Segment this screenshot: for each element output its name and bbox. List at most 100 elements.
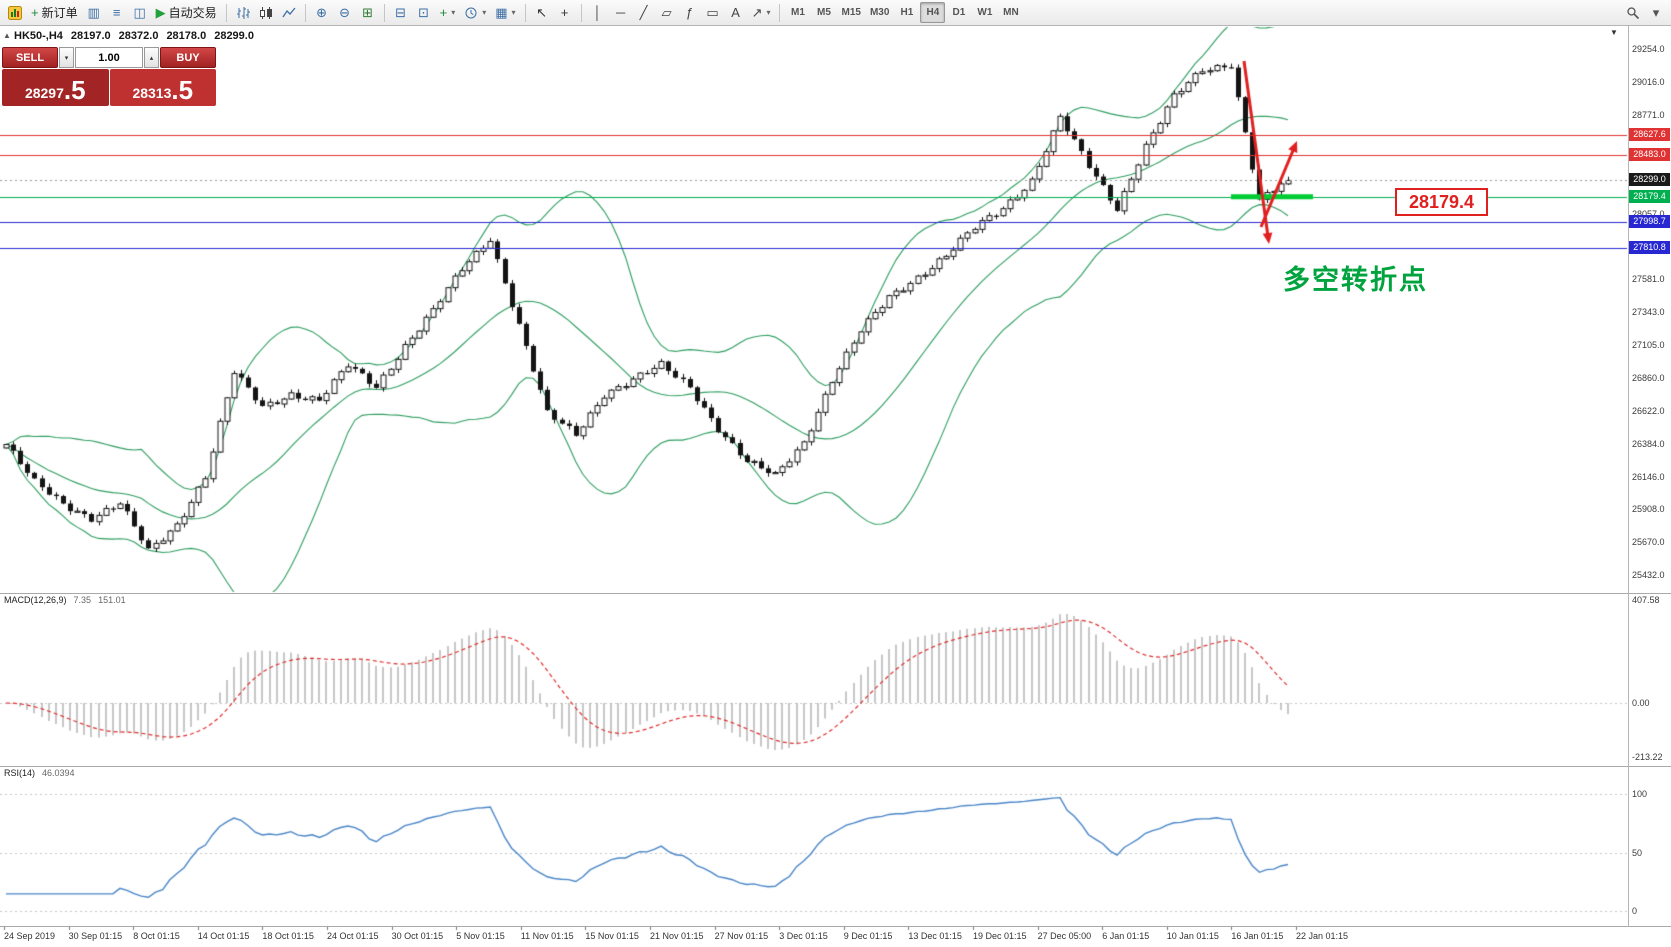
price-axis-tag[interactable]: 28627.6	[1629, 128, 1670, 141]
one-click-collapse-icon[interactable]: ▲	[3, 31, 11, 40]
price-axis-tag[interactable]: 28299.0	[1629, 173, 1670, 186]
crosshair-button[interactable]: +	[554, 2, 576, 23]
price-axis-label: 28057.0	[1632, 208, 1665, 219]
time-axis-label: 19 Dec 01:15	[973, 931, 1027, 941]
rsi-pane-separator[interactable]	[0, 766, 1671, 767]
timeframe-h4-button[interactable]: H4	[920, 2, 946, 23]
chart-shift-marker-icon[interactable]: ▼	[1610, 28, 1618, 37]
new-order-button-label: 新订单	[41, 6, 78, 20]
timeframe-mn-button[interactable]: MN	[1003, 7, 1019, 18]
tile-windows-button[interactable]: ⊞	[357, 2, 379, 23]
price-axis-label: 27105.0	[1632, 339, 1665, 350]
timeframe-h1-button[interactable]: H1	[900, 7, 914, 18]
zoom-out-icon: ⊖	[339, 5, 351, 20]
time-axis-label: 30 Oct 01:15	[391, 931, 444, 941]
toolbar-separator	[225, 3, 227, 22]
chart-window-button[interactable]: ▥	[83, 2, 105, 23]
macd-pane-separator[interactable]	[0, 593, 1671, 594]
price-axis-label: 25908.0	[1632, 504, 1665, 515]
timeframe-m15-button[interactable]: M15	[841, 7, 861, 18]
cursor-button[interactable]: ↖	[531, 2, 553, 23]
time-axis-label: 5 Nov 01:15	[456, 931, 505, 941]
price-axis-tag[interactable]: 28483.0	[1629, 148, 1670, 161]
channel-button[interactable]: ▱	[656, 2, 678, 23]
trendline-button[interactable]: ╱	[633, 2, 655, 23]
market-watch-button[interactable]: ≡	[106, 2, 128, 23]
rsi-axis-label: 100	[1632, 789, 1648, 799]
price-axis-label: 25432.0	[1632, 569, 1665, 580]
price-axis-label: 27343.0	[1632, 306, 1665, 317]
price-axis-label: 29254.0	[1632, 43, 1665, 54]
candlestick-chart-button[interactable]	[255, 2, 277, 23]
time-axis-label: 30 Sep 01:15	[68, 931, 123, 941]
sell-price-main: 28297	[24, 85, 64, 101]
zoom-out-button[interactable]: ⊖	[334, 2, 356, 23]
periods-icon	[465, 7, 477, 18]
horizontal-line-button[interactable]: ─	[610, 2, 632, 23]
line-chart-icon	[282, 7, 296, 17]
new-order-button[interactable]: + 新订单	[27, 2, 82, 23]
shapes-button[interactable]: ▭	[702, 2, 724, 23]
timeframe-w1-button[interactable]: W1	[977, 7, 993, 18]
search-icon	[1627, 6, 1640, 19]
cascade-windows-button[interactable]: ⊡	[413, 2, 435, 23]
market-watch-icon: ≡	[112, 5, 121, 20]
zoom-in-button[interactable]: ⊕	[311, 2, 333, 23]
volume-increase-button[interactable]: ▴	[144, 47, 159, 68]
time-axis-label: 24 Sep 2019	[4, 931, 56, 941]
autotrade-button[interactable]: ▶ 自动交易	[152, 2, 221, 23]
tile-windows-icon: ⊞	[362, 5, 374, 20]
buy-price[interactable]: 28313.5	[109, 69, 216, 106]
price-callout-label[interactable]: 28179.4	[1395, 188, 1489, 216]
time-axis[interactable]	[0, 927, 1671, 947]
timeframe-m30-button[interactable]: M30	[869, 7, 890, 18]
timeframe-m1-button[interactable]: M1	[791, 7, 805, 18]
time-axis-label: 14 Oct 01:15	[197, 931, 250, 941]
time-axis-label: 16 Jan 01:15	[1231, 931, 1284, 941]
bar-chart-button[interactable]	[232, 2, 254, 23]
arrange-windows-button[interactable]: ⊟	[390, 2, 412, 23]
price-axis-label: 29016.0	[1632, 76, 1665, 87]
arrows-button[interactable]: ↗ ▾	[748, 2, 775, 23]
price-axis-separator[interactable]	[1628, 26, 1629, 927]
volume-input[interactable]	[75, 47, 143, 68]
indicators-button[interactable]: + ▾	[436, 2, 460, 23]
trendline-icon: ╱	[639, 5, 648, 20]
search-button[interactable]	[1622, 2, 1644, 23]
templates-button[interactable]: ▦ ▾	[491, 2, 519, 23]
chevron-down-icon: ▾	[511, 8, 516, 17]
toolbar-more-button[interactable]: ▾	[1645, 2, 1667, 23]
toolbar-separator	[580, 3, 582, 22]
price-axis-tag[interactable]: 27998.7	[1629, 215, 1670, 228]
timeframe-d1-button[interactable]: D1	[952, 7, 966, 18]
app-icon[interactable]	[4, 2, 26, 23]
chart-title: HK50-,H4 28197.0 28372.0 28178.0 28299.0	[14, 30, 254, 42]
fibonacci-button[interactable]: ƒ	[679, 2, 701, 23]
time-axis-label: 21 Nov 01:15	[650, 931, 704, 941]
toolbar-more-icon: ▾	[1652, 5, 1660, 20]
price-axis-tag[interactable]: 28179.4	[1629, 190, 1670, 203]
shapes-icon: ▭	[706, 5, 719, 20]
vertical-line-button[interactable]: │	[587, 2, 609, 23]
macd-axis-label: -213.22	[1632, 751, 1663, 762]
toolbar-separator	[304, 3, 306, 22]
timeframe-m5-button[interactable]: M5	[817, 7, 831, 18]
price-axis-label: 28771.0	[1632, 110, 1665, 121]
price-axis-tag[interactable]: 27810.8	[1629, 241, 1670, 254]
text-button[interactable]: A	[725, 2, 747, 23]
volume-decrease-button[interactable]: ▾	[59, 47, 74, 68]
periods-button[interactable]: ▾	[460, 2, 490, 23]
sell-price[interactable]: 28297.5	[2, 69, 109, 106]
buy-button[interactable]: BUY	[160, 47, 216, 68]
price-axis-label: 25670.0	[1632, 537, 1665, 548]
bar-chart-icon	[236, 6, 250, 19]
turning-point-annotation[interactable]: 多空转折点	[1283, 265, 1428, 295]
navigator-button[interactable]: ◫	[129, 2, 151, 23]
price-axis-label: 27581.0	[1632, 274, 1665, 285]
autotrade-icon: ▶	[155, 5, 166, 20]
toolbar-separator	[383, 3, 385, 22]
sell-button[interactable]: SELL	[2, 47, 58, 68]
line-chart-button[interactable]	[278, 2, 300, 23]
rsi-name: RSI(14)	[4, 768, 36, 778]
